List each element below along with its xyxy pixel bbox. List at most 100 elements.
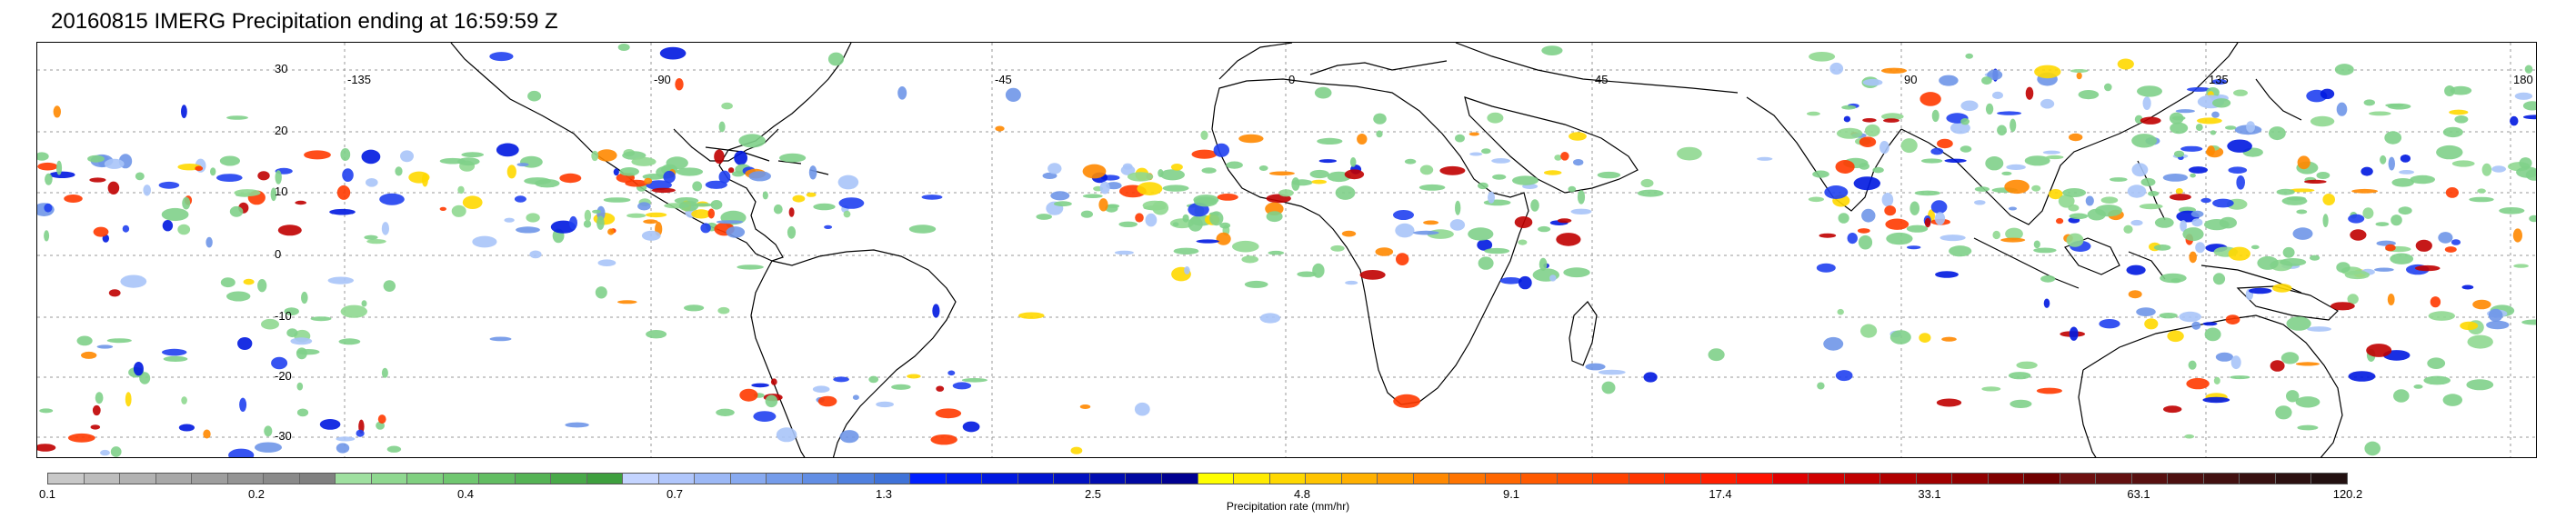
precip-cell xyxy=(1268,250,1285,255)
precip-cell xyxy=(2438,232,2453,244)
precip-cell xyxy=(897,86,907,100)
precip-cell xyxy=(1050,191,1070,201)
precip-cell xyxy=(386,445,402,453)
precip-cell xyxy=(1309,169,1329,179)
precip-cell xyxy=(329,208,356,215)
precip-cell xyxy=(2137,85,2162,97)
precip-cell xyxy=(2413,384,2423,389)
precip-cell xyxy=(2153,245,2171,251)
precip-cell xyxy=(691,209,711,219)
precip-cell xyxy=(261,318,279,330)
precip-cell xyxy=(342,168,354,183)
precip-cell xyxy=(2100,196,2119,204)
colorbar-segment xyxy=(443,474,480,484)
precip-cell xyxy=(55,160,63,175)
precip-cell xyxy=(1960,145,1972,153)
precip-cell xyxy=(643,219,658,225)
colorbar-segment xyxy=(299,474,336,484)
precip-cell xyxy=(125,392,132,407)
precip-cell xyxy=(676,167,704,176)
precip-cell xyxy=(737,264,764,270)
precip-cell xyxy=(2286,390,2300,403)
precip-cell xyxy=(1940,235,1966,242)
precip-cell xyxy=(2391,215,2402,226)
precip-cell xyxy=(1881,113,1904,121)
precip-cell xyxy=(1889,330,1911,344)
precip-cell xyxy=(457,185,465,195)
precip-cell xyxy=(1835,370,1853,382)
precip-cell xyxy=(2512,228,2522,243)
precip-cell xyxy=(1538,225,1551,233)
precip-cell xyxy=(1879,141,1889,155)
precip-cell xyxy=(271,356,288,370)
precip-cell xyxy=(1807,111,1820,116)
precip-cell xyxy=(1934,212,1946,225)
precip-cell xyxy=(1357,134,1368,145)
precip-cell xyxy=(319,419,341,430)
precip-cell xyxy=(1981,76,1992,85)
colorbar-segment xyxy=(586,474,624,484)
colorbar-segment xyxy=(1809,474,1845,484)
precip-cell xyxy=(2202,396,2230,404)
colorbar-tick-label: 63.1 xyxy=(2127,487,2150,501)
precip-cell xyxy=(2444,85,2455,96)
longitude-label: 90 xyxy=(1904,73,1918,86)
precip-cell xyxy=(462,195,483,209)
colorbar-segment xyxy=(1089,474,1127,484)
precipitation-cells xyxy=(37,44,2536,457)
precip-cell xyxy=(162,220,174,232)
precip-cell xyxy=(626,213,647,218)
precip-cell xyxy=(726,226,746,238)
precip-cell xyxy=(1512,175,1539,185)
precip-cell xyxy=(2010,399,2032,408)
precip-cell xyxy=(2140,177,2156,186)
precip-cell xyxy=(838,197,865,209)
precip-cell xyxy=(135,172,145,181)
precip-cell xyxy=(1883,118,1899,123)
colorbar-segment xyxy=(1700,474,1738,484)
precip-cell xyxy=(1819,233,1837,238)
precip-cell xyxy=(37,152,49,161)
colorbar-segment xyxy=(2311,474,2347,484)
precip-cell xyxy=(692,181,703,192)
precip-cell xyxy=(205,236,213,248)
colorbar-segment xyxy=(407,474,444,484)
precip-cell xyxy=(361,149,381,165)
precip-cell xyxy=(2024,155,2050,166)
precip-cell xyxy=(2236,175,2245,190)
precip-cell xyxy=(1317,137,1343,145)
precip-cell xyxy=(219,155,240,166)
precip-cell xyxy=(1987,69,2003,80)
precip-cell xyxy=(1082,194,1103,198)
precip-cell xyxy=(2173,150,2185,158)
precip-cell xyxy=(2180,145,2203,152)
precip-cell xyxy=(2316,172,2330,179)
precip-cell xyxy=(2179,311,2201,323)
precip-cell xyxy=(2131,134,2158,148)
precip-cell xyxy=(852,394,859,401)
precip-cell xyxy=(2131,163,2149,177)
precip-cell xyxy=(1907,245,1921,250)
precip-cell xyxy=(1173,247,1199,255)
precip-cell xyxy=(1335,185,1356,200)
precip-cell xyxy=(716,408,735,416)
precip-cell xyxy=(2211,111,2220,118)
precip-cell xyxy=(961,378,987,383)
colorbar-tick-label: 17.4 xyxy=(1709,487,1732,501)
precip-cell xyxy=(1314,86,1332,99)
precip-cell xyxy=(637,202,651,211)
precip-cell xyxy=(158,181,180,189)
precip-cell xyxy=(2499,207,2525,215)
colorbar-segment xyxy=(1737,474,1773,484)
colorbar-segment xyxy=(1161,474,1198,484)
precip-cell xyxy=(710,200,723,210)
precip-cell xyxy=(2250,245,2260,250)
precip-cell xyxy=(1481,148,1491,155)
precip-cell xyxy=(1209,211,1224,226)
precip-cell xyxy=(837,175,859,190)
precip-cell xyxy=(1914,190,1940,196)
precip-cell xyxy=(2488,308,2503,322)
precip-cell xyxy=(1931,109,1940,123)
precip-cell xyxy=(1492,174,1507,180)
coastline-india xyxy=(1746,96,1902,212)
